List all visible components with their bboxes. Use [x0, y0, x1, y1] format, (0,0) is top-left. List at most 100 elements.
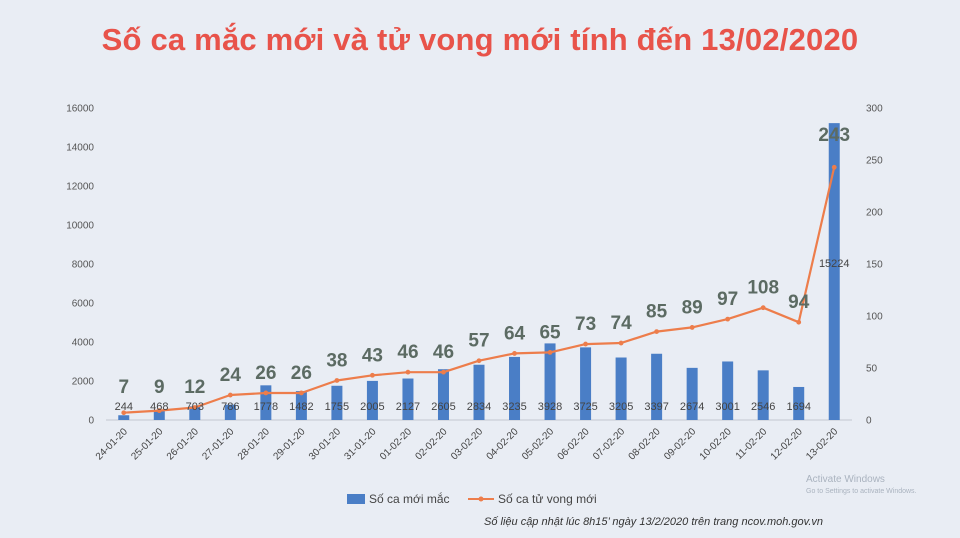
death-value-label: 97	[717, 289, 738, 310]
bar-value-label: 3205	[609, 401, 633, 413]
bar	[473, 364, 485, 420]
x-tick-label: 27-01-20	[200, 426, 236, 462]
chart-title: Số ca mắc mới và tử vong mới tính đến 13…	[101, 22, 859, 57]
x-tick-label: 07-02-20	[591, 426, 627, 462]
bar-value-label: 468	[150, 401, 168, 413]
death-value-label: 108	[747, 278, 779, 299]
line-data-labels: 7 9 12 24 26 26 38 43 46 46 57 64 65 73 74 85 89 97 108 94 2…	[118, 125, 850, 398]
left-tick-label: 10000	[66, 221, 94, 232]
x-tick-label: 11-02-20	[734, 426, 770, 462]
bar	[189, 406, 201, 420]
bar	[118, 415, 130, 420]
bar	[828, 123, 840, 420]
x-tick-label: 26-01-20	[165, 426, 201, 462]
bar	[260, 385, 272, 420]
legend-line-marker	[478, 496, 484, 502]
death-value-label: 9	[154, 377, 165, 398]
death-value-label: 46	[397, 342, 418, 363]
x-tick-label: 30-01-20	[307, 426, 343, 462]
death-value-label: 243	[818, 125, 850, 146]
bar	[757, 370, 769, 420]
watermark-title: Activate Windows	[806, 474, 885, 485]
death-point	[476, 358, 482, 364]
bar-series	[118, 123, 840, 420]
bar	[295, 391, 307, 420]
bar	[331, 385, 343, 420]
bar	[722, 361, 734, 420]
x-tick-label: 10-02-20	[698, 426, 734, 462]
death-point	[796, 319, 802, 325]
right-tick-label: 300	[866, 104, 883, 115]
bar-value-label: 3001	[715, 401, 739, 413]
death-point	[370, 372, 375, 378]
x-tick-label: 05-02-20	[520, 426, 556, 462]
bar-value-label: 703	[186, 401, 204, 413]
watermark-subtitle: Go to Settings to activate Windows.	[806, 488, 917, 495]
death-value-label: 46	[433, 342, 454, 363]
right-y-axis: 0 50 100 150 200 250 300	[866, 104, 883, 427]
death-value-label: 26	[255, 363, 276, 384]
bar	[651, 353, 663, 420]
legend-line-label: Số ca tử vong mới	[498, 492, 597, 506]
bar	[402, 378, 414, 420]
legend: Số ca mới mắc Số ca tử vong mới	[347, 491, 597, 506]
death-point	[689, 325, 695, 330]
bar-value-label: 244	[115, 401, 133, 413]
bar-value-label: 3725	[573, 401, 597, 413]
left-tick-label: 14000	[66, 143, 94, 154]
death-point	[583, 341, 588, 347]
bar	[437, 369, 449, 420]
death-point	[263, 390, 269, 396]
left-tick-label: 4000	[72, 338, 95, 349]
death-point	[298, 390, 304, 396]
x-tick-label: 24-01-20	[94, 426, 130, 462]
death-point	[725, 316, 731, 322]
bar	[686, 367, 698, 420]
bar-value-label: 1694	[786, 401, 810, 413]
left-tick-label: 6000	[72, 299, 95, 310]
left-tick-label: 0	[88, 416, 94, 427]
bar-value-label: 1778	[254, 401, 278, 413]
bar-value-label: 1482	[289, 401, 313, 413]
death-value-label: 65	[539, 322, 561, 343]
x-axis-ticks: 24-01-20 25-01-20 26-01-20 27-01-20 28-01-20…	[94, 426, 841, 462]
bar-value-label: 3235	[502, 401, 526, 413]
x-tick-label: 08-02-20	[627, 426, 663, 462]
death-value-label: 24	[220, 365, 242, 386]
death-value-label: 57	[468, 331, 489, 352]
bar	[509, 356, 521, 420]
death-point	[547, 350, 553, 355]
death-value-label: 64	[504, 323, 526, 344]
bar	[544, 343, 556, 420]
left-tick-label: 8000	[72, 260, 95, 271]
x-tick-label: 28-01-20	[236, 426, 272, 462]
x-tick-label: 02-02-20	[414, 426, 450, 462]
bar-value-label: 15224	[819, 258, 850, 270]
x-tick-label: 31-01-20	[342, 426, 378, 462]
left-tick-label: 16000	[66, 104, 94, 115]
left-tick-label: 2000	[72, 377, 95, 388]
left-y-axis: 0 2000 4000 6000 8000 10000 12000 14000 16000	[66, 104, 94, 427]
source-note: Số liệu cập nhật lúc 8h15’ ngày 13/2/202…	[484, 516, 823, 528]
bar-value-label: 1755	[325, 401, 349, 413]
right-tick-label: 250	[866, 156, 883, 167]
legend-bar-swatch	[347, 494, 365, 504]
line-series	[121, 164, 837, 416]
death-point	[618, 340, 624, 346]
bar	[153, 410, 165, 420]
death-value-label: 7	[118, 377, 129, 398]
bar-value-label: 3928	[538, 401, 562, 413]
bar	[580, 347, 592, 420]
x-tick-label: 13-02-20	[804, 426, 840, 462]
death-point	[760, 305, 766, 311]
death-point	[227, 392, 233, 398]
x-tick-label: 12-02-20	[769, 426, 805, 462]
x-tick-label: 06-02-20	[556, 426, 592, 462]
death-point	[654, 329, 660, 334]
x-tick-label: 01-02-20	[378, 426, 414, 462]
death-point	[405, 369, 411, 375]
death-value-label: 85	[646, 302, 668, 323]
bar	[615, 357, 627, 420]
bar	[366, 380, 378, 420]
